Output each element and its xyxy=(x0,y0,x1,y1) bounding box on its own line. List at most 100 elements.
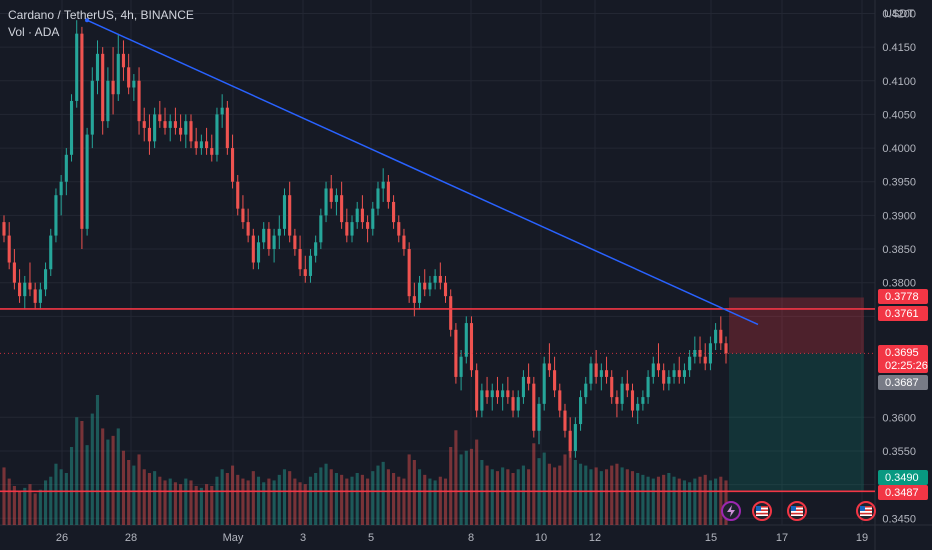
candle-body xyxy=(714,329,718,344)
candle-body xyxy=(121,53,126,68)
volume-bar xyxy=(256,476,261,525)
volume-bar xyxy=(350,476,354,525)
x-tick-label: 3 xyxy=(300,532,306,544)
candle-body xyxy=(703,356,707,364)
event-icons[interactable] xyxy=(721,501,876,521)
candle-body xyxy=(412,296,416,303)
volume-bar xyxy=(604,469,609,525)
volume-bar xyxy=(173,482,177,525)
y-tick-label: 0.3900 xyxy=(882,210,916,222)
candle-body xyxy=(241,208,245,223)
candle-body xyxy=(303,269,307,276)
volume-bar xyxy=(28,484,32,525)
volume-bar xyxy=(288,471,292,525)
candle-body xyxy=(158,114,162,122)
lightning-icon[interactable] xyxy=(721,501,741,521)
candle-body xyxy=(168,121,172,128)
axis-unit-label: USDT xyxy=(884,8,914,20)
volume-bar xyxy=(688,482,692,525)
take-profit-zone[interactable] xyxy=(729,353,864,492)
trendline[interactable] xyxy=(85,18,759,326)
volume-bar xyxy=(225,473,229,525)
candle-body xyxy=(28,282,32,290)
volume-bar xyxy=(610,465,614,525)
candle-body xyxy=(407,249,411,297)
x-tick-label: 26 xyxy=(56,532,68,544)
us-flag-icon[interactable] xyxy=(752,501,772,521)
stop-loss-zone[interactable] xyxy=(729,297,864,354)
horizontal-levels[interactable] xyxy=(0,308,875,493)
us-flag-icon[interactable] xyxy=(856,501,876,521)
volume-bar xyxy=(651,478,655,525)
candle-body xyxy=(142,121,146,128)
candle-body xyxy=(90,80,94,135)
volume-bar xyxy=(158,476,162,525)
trendline-anchor[interactable] xyxy=(85,18,89,23)
volume-bar xyxy=(501,467,505,525)
candle-body xyxy=(568,430,572,451)
volume-bar xyxy=(589,469,593,525)
price-badge xyxy=(878,306,928,321)
volume-bar xyxy=(693,478,697,525)
volume-bar xyxy=(282,469,287,525)
volume-bar xyxy=(527,469,531,525)
candle-body xyxy=(111,80,115,95)
time-axis[interactable]: 26 28 May 3 5 8 10 12 15 17 19 xyxy=(56,532,868,544)
candle-body xyxy=(69,100,74,155)
candle-body xyxy=(75,33,79,101)
position-box[interactable] xyxy=(729,297,864,492)
volume-indicator-label: Vol · ADA xyxy=(8,25,60,39)
volume-bar xyxy=(251,471,255,525)
us-flag-icon[interactable] xyxy=(787,501,807,521)
volume-bar xyxy=(33,493,37,525)
volume-bar xyxy=(64,473,68,525)
candle-body xyxy=(506,390,510,398)
volume-bar xyxy=(101,428,105,525)
volume-bar xyxy=(584,465,588,525)
volume-bar xyxy=(69,447,74,525)
price-axis[interactable]: 0.4200 0.4150 0.4100 0.4050 0.4000 0.3950 0.39… xyxy=(882,8,916,525)
volume-bar xyxy=(464,450,468,525)
candle-body xyxy=(527,376,531,384)
volume-bar xyxy=(417,469,422,525)
price-badge-value: 0.3761 xyxy=(885,308,919,320)
volume-bar xyxy=(95,395,100,525)
candle-body xyxy=(205,141,209,149)
candle-body xyxy=(329,188,333,202)
volume-bar xyxy=(272,480,276,525)
volume-bar xyxy=(386,469,390,525)
candle-body xyxy=(194,141,198,149)
candle-body xyxy=(521,376,525,398)
candle-body xyxy=(366,222,370,229)
volume-bar xyxy=(625,469,629,525)
volume-bar xyxy=(402,478,406,525)
candle-body xyxy=(656,363,661,371)
candle-body xyxy=(345,222,349,236)
candle-body xyxy=(532,383,536,431)
volume-bar xyxy=(355,473,359,525)
volume-bar xyxy=(106,439,110,525)
volume-bar xyxy=(630,471,635,525)
candle-body xyxy=(485,390,489,398)
candle-body xyxy=(262,228,266,243)
candle-body xyxy=(547,363,551,371)
candle-body xyxy=(589,363,593,384)
candle-body xyxy=(334,195,338,202)
candle-body xyxy=(173,121,177,128)
candle-body xyxy=(584,383,588,398)
volume-bar xyxy=(485,465,489,525)
candle-body xyxy=(620,383,624,404)
volume-bar xyxy=(433,480,437,525)
candle-body xyxy=(693,350,697,357)
candle-body xyxy=(459,356,463,377)
volume-bar xyxy=(392,473,396,525)
volume-bar xyxy=(469,448,474,525)
volume-bar xyxy=(698,476,702,525)
descending-trendline[interactable] xyxy=(86,19,759,326)
candle-body xyxy=(236,181,240,209)
flag-canton xyxy=(756,506,761,511)
volume-bar xyxy=(18,491,22,525)
candle-body xyxy=(615,397,619,404)
volume-bar xyxy=(54,463,58,525)
